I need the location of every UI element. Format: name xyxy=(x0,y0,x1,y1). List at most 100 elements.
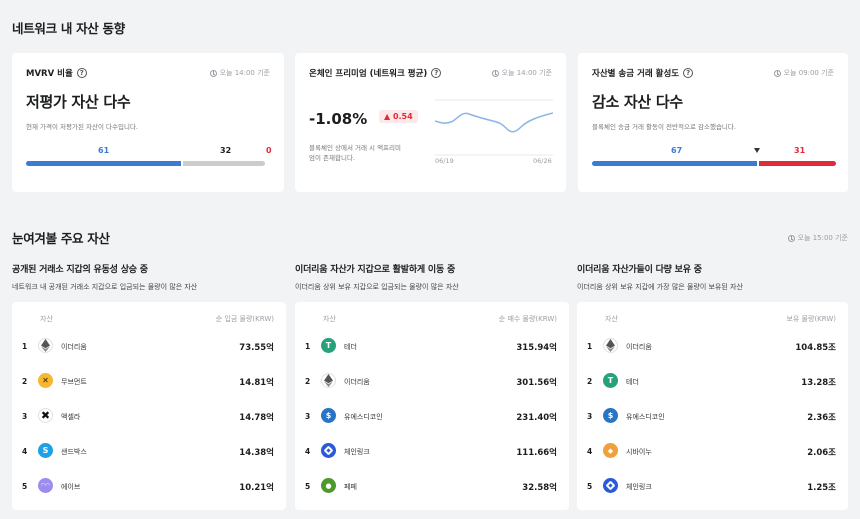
activity-bar-increase xyxy=(759,161,836,166)
usdc-coin-icon: $ xyxy=(321,408,336,423)
column-header-asset: 자산 xyxy=(323,315,336,323)
clock-icon xyxy=(773,69,781,77)
asset-name: 테더 xyxy=(626,378,639,386)
table-row[interactable]: 3 $ 유에스디코인 231.40억 xyxy=(295,407,569,427)
row-rank: 1 xyxy=(305,342,311,351)
clock-icon xyxy=(491,69,499,77)
asset-name: 테더 xyxy=(344,343,357,351)
asset-value: 13.28조 xyxy=(801,378,836,388)
mvrv-bar-neutral xyxy=(183,161,265,166)
help-icon[interactable]: ? xyxy=(76,68,87,78)
asset-name: 에이브 xyxy=(61,483,81,491)
mvrv-card[interactable]: MVRV 비율? 오늘 14:00 기준 저평가 자산 다수 현재 가격이 저평… xyxy=(12,53,284,192)
premium-description-line1: 블록체인 상에서 거래 시 액프리미 xyxy=(309,144,401,152)
asset-name: 체인링크 xyxy=(626,483,652,491)
asset-name: 이더리움 xyxy=(61,343,87,351)
mvrv-time: 오늘 14:00 기준 xyxy=(219,69,270,77)
row-rank: 2 xyxy=(305,377,311,386)
asset-table-exchange-liquidity: 자산 순 입금 물량(KRW) 1 이더리움 73.55억 2 ✕ 무브먼트 14.81억 3 ✖ 액… xyxy=(12,302,286,510)
row-rank: 4 xyxy=(22,447,28,456)
column-header-asset: 자산 xyxy=(40,315,53,323)
asset-table-whale-inflow: 자산 순 매수 물량(KRW) 1 T 테더 315.94억 2 이더리움 301.56억 3 $ 유… xyxy=(295,302,569,510)
row-rank: 4 xyxy=(305,447,311,456)
axl-coin-icon: ✖ xyxy=(38,408,53,423)
asset-value: 301.56억 xyxy=(516,378,557,388)
row-rank: 2 xyxy=(22,377,28,386)
row-rank: 1 xyxy=(587,342,593,351)
table-row[interactable]: 3 ✖ 액셀라 14.78억 xyxy=(12,407,286,427)
row-rank: 1 xyxy=(22,342,28,351)
list-heading-whale-holdings: 이더리움 자산가들이 다량 보유 중 xyxy=(577,265,702,275)
activity-description: 블록체인 송금 거래 활동이 전반적으로 감소했습니다. xyxy=(592,123,736,131)
help-icon[interactable]: ? xyxy=(683,68,694,78)
asset-value: 111.66억 xyxy=(516,448,557,458)
column-header-value: 순 입금 물량(KRW) xyxy=(215,315,274,323)
help-icon[interactable]: ? xyxy=(431,68,442,78)
activity-decrease-count: 67 xyxy=(671,146,683,155)
mvrv-description: 현재 가격이 저평가된 자산이 다수입니다. xyxy=(26,123,138,131)
activity-card[interactable]: 자산별 송금 거래 활성도? 오늘 09:00 기준 감소 자산 다수 블록체인… xyxy=(578,53,848,192)
row-rank: 5 xyxy=(305,482,311,491)
table-row[interactable]: 1 이더리움 73.55억 xyxy=(12,337,286,357)
mvrv-bar-undervalued xyxy=(26,161,181,166)
asset-value: 2.06조 xyxy=(807,448,836,458)
mvrv-undervalued-count: 61 xyxy=(98,146,110,155)
column-header-asset: 자산 xyxy=(605,315,618,323)
usdt-coin-icon: T xyxy=(603,373,618,388)
table-row[interactable]: 4 ◆ 시바이누 2.06조 xyxy=(577,442,848,462)
asset-value: 32.58억 xyxy=(522,483,557,493)
eth-coin-icon xyxy=(603,338,618,353)
table-row[interactable]: 5 체인링크 1.25조 xyxy=(577,477,848,497)
row-rank: 3 xyxy=(22,412,28,421)
asset-value: 1.25조 xyxy=(807,483,836,493)
asset-value: 14.81억 xyxy=(239,378,274,388)
eth-coin-icon xyxy=(321,373,336,388)
list-desc-exchange-liquidity: 네트워크 내 공개된 거래소 지갑으로 입금되는 물량이 많은 자산 xyxy=(12,283,198,291)
row-rank: 3 xyxy=(305,412,311,421)
asset-value: 10.21억 xyxy=(239,483,274,493)
usdc-coin-icon: $ xyxy=(603,408,618,423)
move-coin-icon: ✕ xyxy=(38,373,53,388)
asset-name: 시바이누 xyxy=(626,448,652,456)
list-heading-whale-inflow: 이더리움 자산가 지갑으로 활발하게 이동 중 xyxy=(295,265,456,275)
activity-bar-decrease xyxy=(592,161,757,166)
asset-name: 체인링크 xyxy=(344,448,370,456)
asset-value: 315.94억 xyxy=(516,343,557,353)
activity-time: 오늘 09:00 기준 xyxy=(783,69,834,77)
row-rank: 5 xyxy=(22,482,28,491)
premium-card[interactable]: 온체인 프리미엄 (네트워크 평균)? 오늘 14:00 기준 -1.08% ▲… xyxy=(295,53,566,192)
premium-sparkline-chart xyxy=(435,99,553,156)
table-row[interactable]: 5 ◠◠ 에이브 10.21억 xyxy=(12,477,286,497)
chart-x-end-label: 06/26 xyxy=(533,157,552,165)
table-row[interactable]: 5 ● 페페 32.58억 xyxy=(295,477,569,497)
mvrv-title: MVRV 비율 xyxy=(26,69,73,79)
table-row[interactable]: 2 ✕ 무브먼트 14.81억 xyxy=(12,372,286,392)
asset-value: 2.36조 xyxy=(807,413,836,423)
table-row[interactable]: 3 $ 유에스디코인 2.36조 xyxy=(577,407,848,427)
usdt-coin-icon: T xyxy=(321,338,336,353)
table-row[interactable]: 1 이더리움 104.85조 xyxy=(577,337,848,357)
premium-title: 온체인 프리미엄 (네트워크 평균) xyxy=(309,69,428,79)
premium-time: 오늘 14:00 기준 xyxy=(501,69,552,77)
clock-icon xyxy=(787,234,795,242)
table-row[interactable]: 2 T 테더 13.28조 xyxy=(577,372,848,392)
table-row[interactable]: 4 체인링크 111.66억 xyxy=(295,442,569,462)
shib-coin-icon: ◆ xyxy=(603,443,618,458)
mvrv-neutral-count: 32 xyxy=(220,146,232,155)
link-coin-icon xyxy=(603,478,618,493)
table-row[interactable]: 1 T 테더 315.94억 xyxy=(295,337,569,357)
table-row[interactable]: 4 S 샌드박스 14.38억 xyxy=(12,442,286,462)
column-header-value: 순 매수 물량(KRW) xyxy=(498,315,557,323)
asset-name: 이더리움 xyxy=(344,378,370,386)
row-rank: 5 xyxy=(587,482,593,491)
asset-value: 104.85조 xyxy=(795,343,836,353)
asset-name: 페페 xyxy=(344,483,357,491)
clock-icon xyxy=(209,69,217,77)
asset-value: 14.78억 xyxy=(239,413,274,423)
asset-name: 유에스디코인 xyxy=(626,413,665,421)
premium-change-badge: ▲ 0.54 xyxy=(379,110,418,123)
link-coin-icon xyxy=(321,443,336,458)
table-row[interactable]: 2 이더리움 301.56억 xyxy=(295,372,569,392)
activity-headline: 감소 자산 다수 xyxy=(592,93,683,111)
marker-triangle-icon xyxy=(754,148,760,153)
